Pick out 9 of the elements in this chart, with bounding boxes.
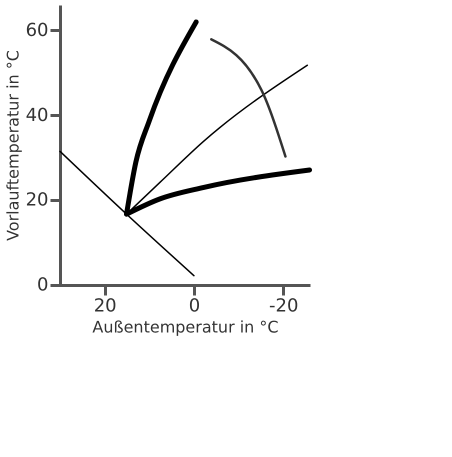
y-tick-label: 60	[26, 20, 48, 41]
x-tick-label: -20	[269, 296, 298, 316]
x-axis-title: Außentemperatur in °C	[92, 318, 279, 336]
y-tick-label: 20	[26, 190, 48, 211]
y-tick-label: 40	[26, 104, 48, 126]
x-tick-label: 0	[188, 296, 200, 316]
y-tick-label: 0	[37, 274, 48, 296]
x-tick-label: 20	[94, 296, 117, 316]
y-axis-title: Vorlauftemperatur in °C	[4, 50, 23, 241]
